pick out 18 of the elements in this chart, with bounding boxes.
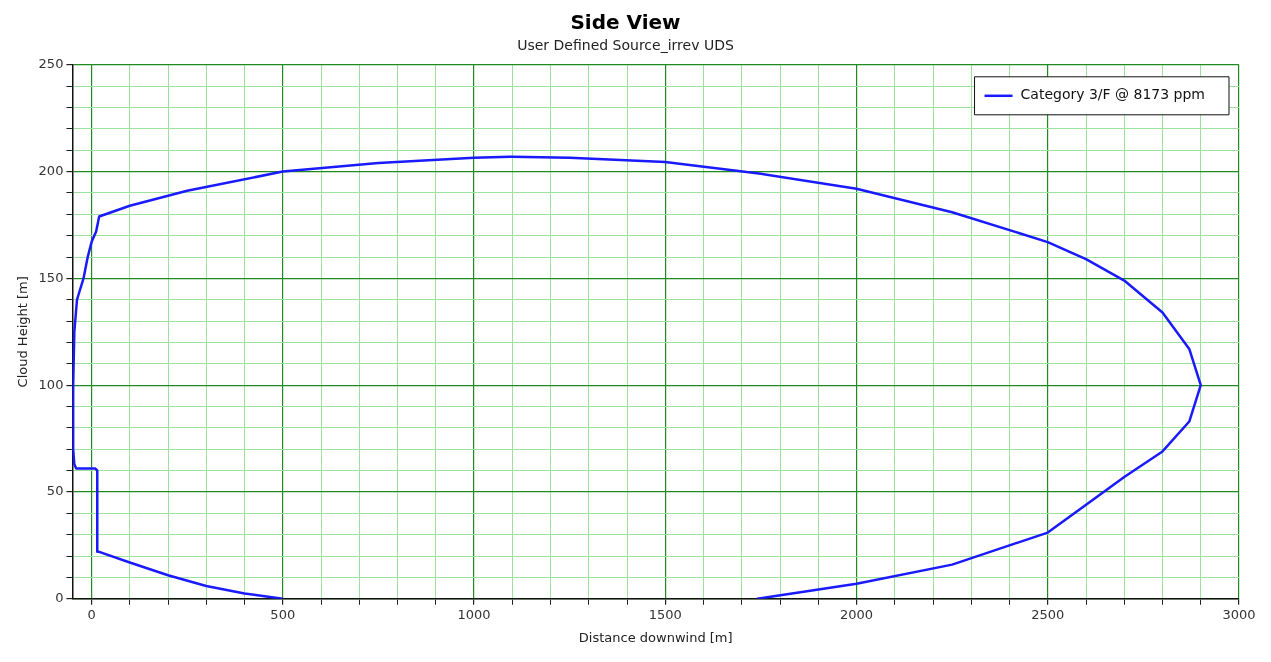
y-axis-title: Cloud Height [m] [15,276,31,388]
chart-title: Side View [570,10,681,35]
x-tick-label: 500 [270,606,296,622]
y-tick-label: 250 [38,56,64,72]
legend-label: Category 3/F @ 8173 ppm [1020,86,1205,103]
y-tick-label: 150 [38,269,64,285]
chart-subtitle: User Defined Source_irrev UDS [517,37,734,54]
y-tick-label: 100 [38,376,64,392]
x-axis-title: Distance downwind [m] [578,629,733,645]
y-tick-label: 50 [46,483,64,499]
x-tick-label: 2500 [1031,606,1065,622]
x-tick-label: 1000 [457,606,491,622]
x-tick-label: 1500 [648,606,682,622]
x-tick-label: 2000 [839,606,874,622]
y-tick-label: 0 [55,590,64,606]
y-tick-label: 200 [38,162,64,178]
x-tick-label: 0 [87,606,96,622]
x-tick-label: 3000 [1222,606,1256,622]
